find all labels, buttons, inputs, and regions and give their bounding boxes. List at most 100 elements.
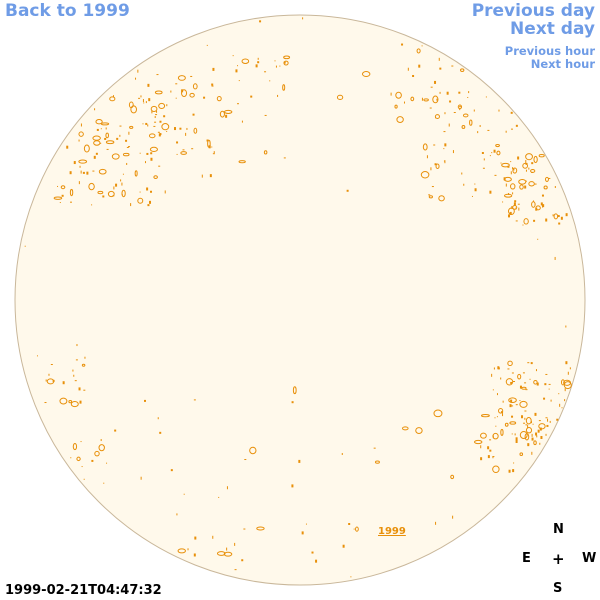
active-region-mark [146,187,149,191]
active-region-mark [361,71,371,77]
active-region-mark [485,96,487,98]
active-region-mark [81,466,83,468]
active-region-mark [504,422,509,427]
active-region-mark [137,197,144,204]
active-region-mark [558,222,561,225]
active-region-mark [395,91,402,99]
active-region-mark [557,215,560,218]
active-region-mark [422,143,428,151]
active-region-mark [469,119,473,126]
active-region-mark [548,177,551,179]
active-region-mark [489,449,492,452]
active-region-mark [82,171,85,174]
active-region-mark [277,94,279,97]
active-region-mark [216,95,222,102]
active-region-mark [537,429,540,433]
active-region-mark [538,423,546,430]
active-region-mark [175,97,177,99]
active-region-mark [301,531,304,535]
active-region-mark [163,115,166,118]
active-region-mark [492,435,494,439]
active-region-mark [191,148,194,150]
active-region-mark [159,133,162,136]
active-region-mark [179,127,182,130]
previous-day-link[interactable]: Previous day [471,1,595,21]
active-region-mark [121,182,123,186]
active-region-mark [524,417,526,420]
active-region-mark [159,120,162,123]
active-region-mark [142,99,144,103]
active-region-mark [223,551,233,557]
active-region-mark [528,167,530,170]
active-region-mark [88,182,95,191]
active-region-mark [97,190,104,195]
active-region-mark [434,80,437,84]
active-region-mark [193,399,196,401]
active-region-mark [416,48,421,54]
active-region-mark [336,94,344,101]
active-region-mark [154,90,163,95]
active-region-mark [70,401,79,408]
active-region-mark [531,451,533,455]
active-region-mark [460,68,465,72]
active-region-mark [114,429,117,432]
active-region-mark [554,186,556,189]
back-to-year-link[interactable]: Back to 1999 [5,1,130,21]
active-region-mark [98,444,105,452]
active-region-mark [126,162,128,165]
active-region-mark [515,124,518,127]
next-hour-link[interactable]: Next hour [530,57,595,71]
active-region-mark [120,179,122,182]
active-region-mark [544,383,547,386]
active-region-mark [515,404,518,406]
active-region-mark [158,102,166,110]
active-region-mark [119,125,122,127]
active-region-mark [525,180,527,182]
active-region-mark [80,441,82,443]
active-region-mark [148,133,156,139]
active-region-mark [305,523,307,525]
active-region-mark [143,102,145,104]
active-region-mark [226,547,228,551]
active-region-mark [80,170,82,174]
active-region-mark [421,45,423,47]
active-region-mark [275,65,277,68]
active-region-mark [553,213,559,220]
active-region-mark [525,169,527,172]
active-region-mark [113,95,115,98]
year-link[interactable]: 1999 [378,526,406,537]
active-region-mark [496,416,498,418]
previous-hour-link[interactable]: Previous hour [504,44,595,58]
active-region-mark [70,457,72,459]
active-region-mark [565,213,568,217]
active-region-mark [59,397,68,405]
active-region-mark [264,114,267,116]
active-region-mark [194,536,197,540]
active-region-mark [125,139,128,142]
active-region-mark [135,77,137,80]
active-region-mark [453,112,456,114]
next-day-link[interactable]: Next day [510,19,595,39]
active-region-mark [533,155,538,164]
active-region-mark [302,17,304,20]
active-region-mark [509,211,512,215]
active-region-mark [493,149,496,153]
active-region-mark [483,158,485,161]
active-region-mark [415,427,423,434]
active-region-mark [533,219,536,222]
active-region-mark [489,155,491,157]
active-region-mark [535,369,537,372]
active-region-mark [539,442,541,445]
active-region-mark [519,184,524,190]
active-region-mark [103,482,105,484]
active-region-mark [154,121,157,123]
active-region-mark [459,106,462,108]
active-region-mark [433,409,443,418]
active-region-mark [507,207,515,216]
active-region-mark [560,379,565,386]
active-region-mark [410,96,415,102]
active-region-mark [105,127,107,130]
active-region-mark [482,167,485,169]
active-region-mark [346,189,349,192]
